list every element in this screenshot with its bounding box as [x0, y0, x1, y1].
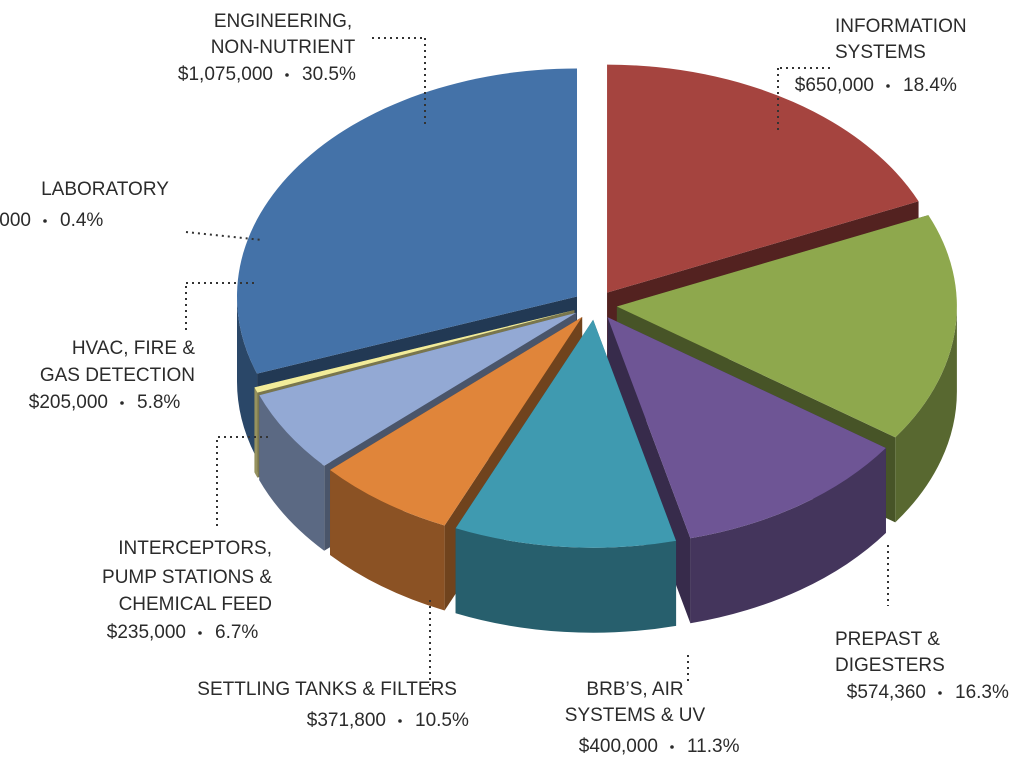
category-label: INTERCEPTORS, — [118, 538, 272, 559]
slice-side — [895, 306, 957, 523]
slice — [254, 310, 575, 393]
slice — [330, 316, 583, 526]
category-label: GAS DETECTION — [40, 365, 195, 386]
category-label: INFORMATION — [835, 16, 967, 37]
leader-line — [185, 231, 263, 241]
slice-side — [455, 528, 677, 633]
percent-label: 10.5% — [415, 710, 469, 731]
category-label: DIGESTERS — [835, 655, 945, 676]
category-label: SYSTEMS — [835, 42, 926, 63]
separator-dot — [120, 401, 124, 405]
separator-dot — [938, 691, 942, 695]
separator-dot — [43, 219, 47, 223]
slice-side — [330, 469, 445, 611]
labels: INFORMATION SYSTEMS $650,000 18.4% PREPAST &… — [0, 11, 1009, 757]
separator-dot — [285, 73, 289, 77]
separator-dot — [670, 745, 674, 749]
value-label: $1,075,000 — [178, 64, 273, 85]
category-label: LABORATORY — [41, 179, 169, 200]
percent-label: 6.7% — [215, 622, 258, 643]
separator-dot — [886, 84, 890, 88]
category-label: CHEMICAL FEED — [119, 594, 272, 615]
category-label: PUMP STATIONS & — [102, 567, 272, 588]
value-label: $14,000 — [0, 210, 31, 231]
value-label: $371,800 — [307, 710, 386, 731]
value-label: $574,360 — [847, 682, 926, 703]
slice-side — [690, 448, 886, 624]
percent-label: 30.5% — [302, 64, 356, 85]
category-label: SYSTEMS & UV — [565, 705, 706, 726]
leader-line — [372, 37, 426, 125]
slice — [607, 64, 919, 293]
value-label: $235,000 — [107, 622, 186, 643]
percent-label: 18.4% — [903, 75, 957, 96]
value-label: $400,000 — [579, 736, 658, 757]
slice — [455, 319, 677, 548]
slice-side — [237, 296, 258, 459]
separator-dot — [398, 719, 402, 723]
leader-line — [216, 436, 270, 530]
value-label: $205,000 — [29, 392, 108, 413]
slice-tops — [237, 64, 957, 548]
slice-side — [254, 387, 258, 478]
slice — [237, 68, 578, 374]
category-label: SETTLING TANKS & FILTERS — [197, 679, 457, 700]
category-label: NON-NUTRIENT — [211, 37, 356, 58]
slice — [607, 317, 886, 539]
percent-label: 11.3% — [687, 736, 740, 757]
category-label: PREPAST & — [835, 629, 940, 650]
percent-label: 16.3% — [955, 682, 1009, 703]
leader-line — [185, 282, 256, 330]
slice — [616, 215, 957, 438]
slice — [259, 312, 577, 466]
category-label: ENGINEERING, — [214, 11, 352, 32]
percent-label: 0.4% — [60, 210, 103, 231]
separator-dot — [198, 631, 202, 635]
slice-side — [259, 395, 325, 551]
percent-label: 5.8% — [137, 392, 180, 413]
value-label: $650,000 — [795, 75, 874, 96]
category-label: HVAC, FIRE & — [72, 338, 195, 359]
leader-line — [777, 67, 832, 132]
category-label: BRB’S, AIR — [586, 679, 683, 700]
